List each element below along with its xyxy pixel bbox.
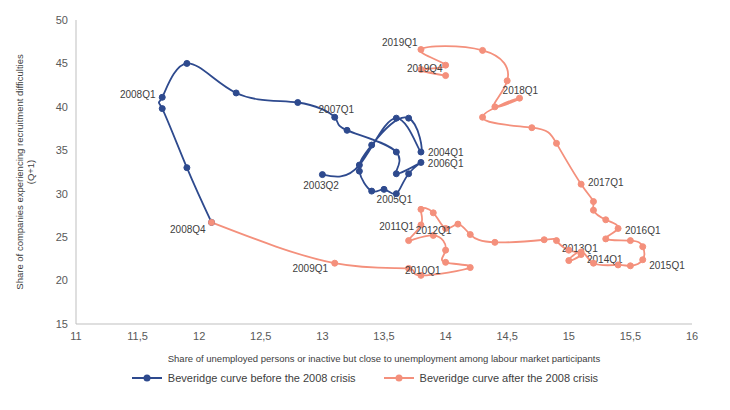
svg-text:40: 40 xyxy=(56,101,68,113)
svg-text:13,5: 13,5 xyxy=(373,330,394,342)
html-text:Beveridge curve before the 200: Beveridge curve before the 2008 crisis xyxy=(167,372,356,384)
svg-text:(Q+1): (Q+1) xyxy=(25,160,36,185)
svg-text:25: 25 xyxy=(56,231,68,243)
svg-text:35: 35 xyxy=(56,144,68,156)
svg-text:2006Q1: 2006Q1 xyxy=(428,158,464,169)
svg-text:Share of companies experiencin: Share of companies experiencing recruitm… xyxy=(14,54,25,290)
svg-text:2011Q1: 2011Q1 xyxy=(379,221,414,232)
svg-text:16: 16 xyxy=(686,330,698,342)
svg-text:45: 45 xyxy=(56,57,68,69)
svg-text:15,5: 15,5 xyxy=(620,330,641,342)
svg-text:2004Q1: 2004Q1 xyxy=(428,147,464,158)
svg-text:2019Q1: 2019Q1 xyxy=(382,37,418,48)
svg-text:2005Q1: 2005Q1 xyxy=(376,194,413,206)
svg-text:2003Q2: 2003Q2 xyxy=(303,180,339,191)
svg-text:11: 11 xyxy=(70,330,81,342)
svg-text:2008Q1: 2008Q1 xyxy=(120,89,156,100)
svg-text:2008Q4: 2008Q4 xyxy=(170,224,206,235)
svg-text:2015Q1: 2015Q1 xyxy=(649,260,685,271)
svg-text:2014Q1: 2014Q1 xyxy=(587,253,623,265)
svg-text:2010Q1: 2010Q1 xyxy=(405,265,441,276)
svg-text:2018Q1: 2018Q1 xyxy=(503,85,539,96)
svg-text:15: 15 xyxy=(563,330,575,342)
svg-text:2017Q1: 2017Q1 xyxy=(588,177,624,188)
svg-text:2019Q4: 2019Q4 xyxy=(407,63,443,74)
svg-text:12: 12 xyxy=(193,330,205,342)
svg-text:50: 50 xyxy=(56,14,68,26)
html-text:Beveridge curve after the 2008: Beveridge curve after the 2008 crisis xyxy=(419,372,599,384)
svg-text:2012Q1: 2012Q1 xyxy=(416,225,452,236)
svg-text:14,5: 14,5 xyxy=(496,330,517,342)
svg-text:2009Q1: 2009Q1 xyxy=(293,263,329,274)
svg-text:2013Q1: 2013Q1 xyxy=(562,242,598,254)
svg-text:Share of unemployed persons or: Share of unemployed persons or inactive … xyxy=(168,353,601,364)
svg-text:11,5: 11,5 xyxy=(127,330,148,342)
svg-text:20: 20 xyxy=(56,274,68,286)
svg-text:15: 15 xyxy=(56,318,68,330)
svg-text:30: 30 xyxy=(56,188,68,200)
svg-text:2016Q1: 2016Q1 xyxy=(625,225,661,236)
svg-text:14: 14 xyxy=(439,330,451,342)
svg-text:2007Q1: 2007Q1 xyxy=(319,104,355,115)
svg-text:13: 13 xyxy=(316,330,328,342)
svg-text:12,5: 12,5 xyxy=(250,330,271,342)
